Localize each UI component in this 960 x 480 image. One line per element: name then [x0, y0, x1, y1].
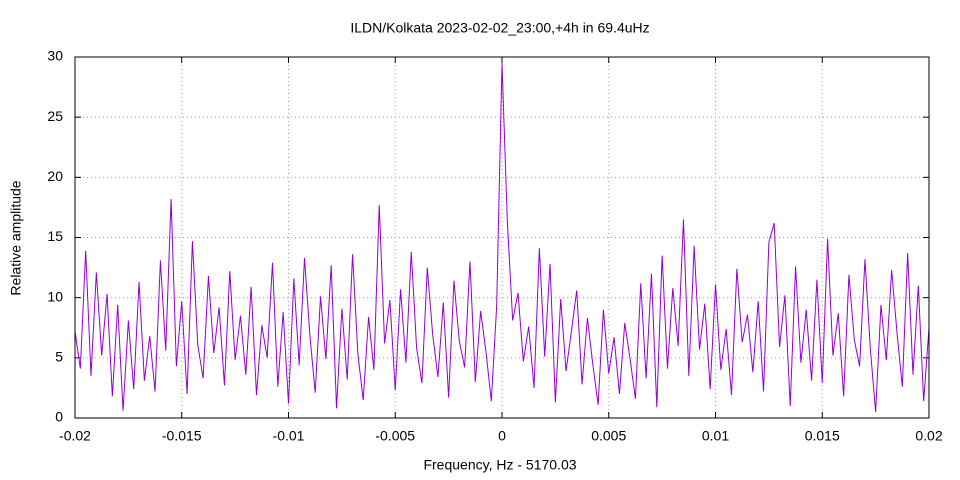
x-axis-label: Frequency, Hz - 5170.03: [423, 457, 576, 473]
x-tick-label: 0.005: [591, 428, 626, 444]
x-tick-label: -0.02: [59, 428, 91, 444]
y-tick-label: 10: [47, 288, 63, 304]
x-tick-label: 0.02: [915, 428, 942, 444]
y-tick-label: 30: [47, 48, 63, 64]
y-tick-label: 0: [55, 409, 63, 425]
x-tick-label: -0.015: [162, 428, 202, 444]
x-tick-label: 0: [498, 428, 506, 444]
x-tick-label: -0.005: [375, 428, 415, 444]
x-tick-label: -0.01: [273, 428, 305, 444]
plot-frame: [74, 56, 930, 419]
x-tick-label: 0.015: [805, 428, 840, 444]
chart-title: ILDN/Kolkata 2023-02-02_23:00,+4h in 69.…: [350, 20, 649, 36]
y-tick-label: 15: [47, 228, 63, 244]
y-axis-label: Relative amplitude: [8, 180, 24, 295]
spectrum-line: [74, 63, 930, 413]
y-tick-label: 5: [55, 349, 63, 365]
x-tick-label: 0.01: [702, 428, 729, 444]
y-tick-label: 25: [47, 108, 63, 124]
y-tick-label: 20: [47, 168, 63, 184]
